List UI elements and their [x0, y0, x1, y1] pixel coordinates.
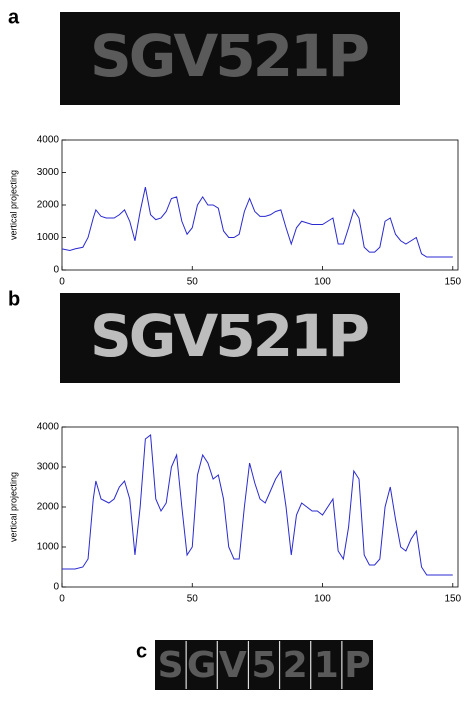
- y-tick-label: 2000: [37, 200, 60, 211]
- x-tick-label: 100: [314, 277, 331, 288]
- plate-image: [155, 640, 373, 690]
- y-axis-label: vertical projecting: [8, 472, 18, 542]
- x-tick-label: 100: [314, 594, 331, 605]
- y-tick-label: 0: [53, 265, 59, 276]
- plate-character: S: [158, 645, 184, 686]
- x-tick-label: 0: [59, 594, 65, 605]
- panel-label: c: [136, 640, 147, 662]
- x-tick-label: 50: [187, 594, 199, 605]
- plate-text: SGV521P: [90, 22, 370, 90]
- plate-text: SGV521P: [90, 302, 370, 370]
- y-tick-label: 4000: [37, 422, 60, 433]
- plate-character: P: [344, 645, 370, 686]
- x-tick-label: 150: [444, 594, 461, 605]
- y-tick-label: 3000: [37, 462, 60, 473]
- plate-character: G: [187, 645, 217, 686]
- plate-character: 1: [314, 645, 339, 686]
- panel-label: b: [8, 288, 20, 310]
- panel-label: a: [8, 6, 20, 28]
- y-tick-label: 1000: [37, 232, 60, 243]
- plate-image: [60, 293, 400, 383]
- y-tick-label: 0: [53, 582, 59, 593]
- plate-character: 5: [251, 645, 276, 686]
- plate-character: 2: [283, 645, 308, 686]
- plate-character: V: [219, 645, 247, 686]
- y-tick-label: 4000: [37, 135, 60, 146]
- x-tick-label: 50: [187, 277, 199, 288]
- y-tick-label: 3000: [37, 167, 60, 178]
- x-tick-label: 150: [444, 277, 461, 288]
- plot-area: [61, 139, 459, 271]
- series-line: [62, 434, 453, 576]
- y-tick-label: 1000: [37, 542, 60, 553]
- x-tick-label: 0: [59, 277, 65, 288]
- series-line: [61, 187, 453, 258]
- plot-area: [61, 426, 459, 588]
- plate-image: [60, 12, 400, 105]
- y-axis-label: vertical projecting: [8, 170, 18, 240]
- y-tick-label: 2000: [37, 502, 60, 513]
